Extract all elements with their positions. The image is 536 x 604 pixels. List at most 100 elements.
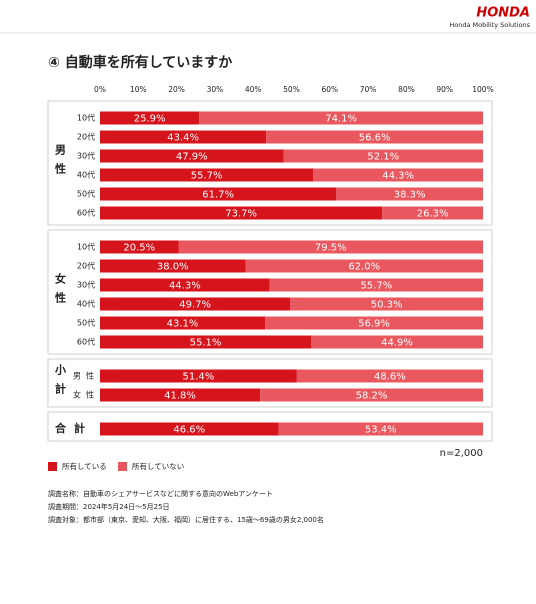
row-label: 50代 (77, 189, 95, 199)
bar-segment (382, 206, 483, 220)
row-label: 60代 (77, 337, 95, 347)
value-label: 43.4% (167, 133, 199, 144)
value-label: 41.8% (164, 391, 196, 402)
legend-swatch (48, 462, 57, 471)
legend-label: 所有していない (132, 461, 184, 471)
value-label: 73.7% (225, 209, 257, 220)
x-tick-label: 90% (436, 85, 453, 94)
group-box (47, 100, 493, 226)
logo-subtitle: Honda Mobility Solutions (449, 21, 530, 29)
row-label: 60代 (77, 208, 95, 218)
value-label: 47.9% (176, 152, 208, 163)
row-label: 40代 (77, 299, 95, 309)
chart-title: ④ 自動車を所有していますか (48, 54, 232, 71)
value-label: 38.3% (394, 190, 426, 201)
value-label: 44.3% (169, 281, 201, 292)
bar-segment (313, 168, 483, 182)
group-label: 男性 (54, 144, 67, 182)
group-label: 女性 (54, 272, 67, 311)
value-label: 56.9% (358, 319, 390, 330)
x-tick-label: 20% (168, 85, 185, 94)
bar-segment (265, 316, 483, 330)
x-tick-label: 40% (245, 85, 262, 94)
x-tick-label: 60% (321, 85, 338, 94)
bar-segment (100, 206, 383, 220)
bar-segment (100, 369, 297, 383)
x-tick-label: 80% (398, 85, 415, 94)
group-box (47, 358, 493, 408)
row-label: 50代 (77, 318, 95, 328)
x-tick-label: 0% (94, 85, 106, 94)
bar-segment (100, 149, 284, 163)
x-tick-label: 30% (207, 85, 224, 94)
row-label: 20代 (77, 132, 95, 142)
row-label: 10代 (77, 113, 95, 123)
row-label: 40代 (77, 170, 95, 180)
bar-segment (100, 297, 291, 311)
group-label: 小計 (54, 363, 68, 402)
value-label: 55.1% (190, 338, 222, 349)
group-box (47, 411, 493, 442)
value-label: 25.9% (134, 114, 166, 125)
bar-segment (100, 422, 279, 436)
value-label: 44.3% (382, 171, 414, 182)
logo: HONDA (476, 6, 530, 21)
legend-label: 所有している (62, 461, 107, 471)
x-tick-label: 70% (360, 85, 377, 94)
value-label: 55.7% (360, 281, 392, 292)
row-label: 30代 (77, 280, 95, 290)
bar-segment (100, 111, 200, 125)
bar-segment (260, 388, 483, 402)
value-label: 53.4% (365, 425, 397, 436)
value-label: 74.1% (325, 114, 357, 125)
row-label: 女性 (73, 390, 99, 400)
bar-segment (100, 278, 270, 292)
value-label: 26.3% (417, 209, 449, 220)
legend-swatch (118, 462, 127, 471)
value-label: 61.7% (202, 190, 234, 201)
value-label: 49.7% (179, 300, 211, 311)
value-label: 58.2% (356, 391, 388, 402)
x-tick-label: 100% (472, 85, 493, 94)
value-label: 56.6% (359, 133, 391, 144)
bar-segment (269, 278, 483, 292)
bar-segment (100, 130, 267, 144)
value-label: 44.9% (381, 338, 413, 349)
bar-segment (100, 388, 261, 402)
value-label: 20.5% (123, 243, 155, 254)
bar-segment (178, 240, 483, 254)
group-box (47, 229, 493, 355)
bar-segment (296, 369, 483, 383)
x-tick-label: 50% (283, 85, 300, 94)
bar-segment (245, 259, 483, 273)
value-label: 48.6% (374, 372, 406, 383)
bar-segment (100, 335, 312, 349)
bar-segment (283, 149, 483, 163)
bar-segment (100, 240, 179, 254)
value-label: 52.1% (367, 152, 399, 163)
row-label: 男性 (73, 371, 99, 381)
bar-segment (336, 187, 483, 201)
note: 調査対象：都市部（東京、愛知、大阪、福岡）に居住する、15歳〜69歳の男女2,0… (48, 515, 324, 524)
bar-segment (100, 187, 337, 201)
value-label: 38.0% (157, 262, 189, 273)
value-label: 51.4% (183, 372, 215, 383)
note: 調査期間：2024年5月24日〜5月25日 (48, 502, 170, 511)
bar-segment (290, 297, 483, 311)
bar-segment (266, 130, 483, 144)
row-label: 30代 (77, 151, 95, 161)
bar-segment (100, 316, 266, 330)
value-label: 46.6% (173, 425, 205, 436)
note: 調査名称：自動車のシェアサービスなどに関する意向のWebアンケート (48, 489, 273, 498)
row-label: 20代 (77, 261, 95, 271)
value-label: 79.5% (315, 243, 347, 254)
sample-note: n=2,000 (440, 448, 483, 459)
bar-segment (100, 259, 246, 273)
bar-segment (199, 111, 483, 125)
value-label: 50.3% (371, 300, 403, 311)
bar-segment (100, 168, 314, 182)
value-label: 55.7% (191, 171, 223, 182)
row-label: 10代 (77, 242, 95, 252)
